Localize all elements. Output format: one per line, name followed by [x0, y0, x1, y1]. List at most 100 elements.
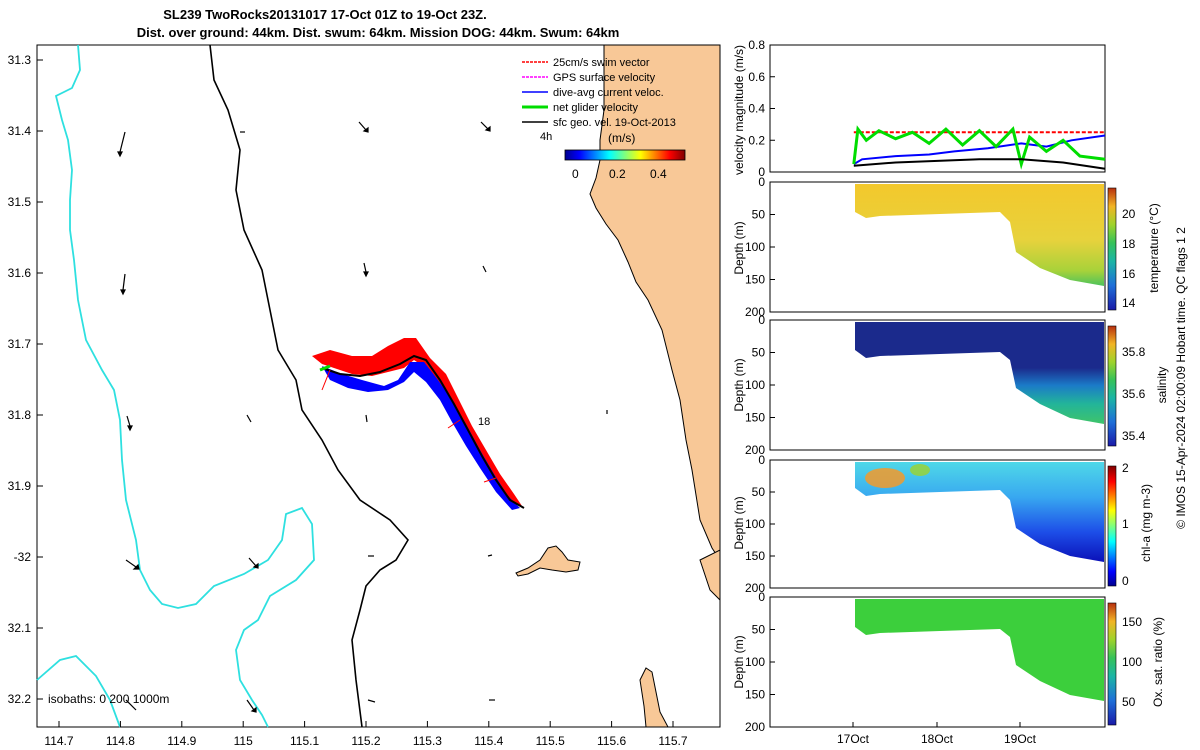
velocity-y-tick-label: 0.4 — [748, 102, 765, 116]
svg-text:35.8: 35.8 — [1122, 345, 1146, 359]
salinity-colorbar-label: salinity — [1155, 367, 1169, 404]
velocity-y-tick-label: 0.8 — [748, 38, 765, 52]
legend-item-current-velocity: dive-avg current veloc. — [522, 87, 664, 99]
depth-tick-label: 0 — [758, 590, 765, 604]
depth-tick-label: 100 — [745, 517, 765, 531]
velocity-y-tick-label: 0.2 — [748, 133, 765, 147]
velocity-y-axis: 0 0.2 0.4 0.6 0.8 — [748, 38, 775, 179]
coastline-land-south — [699, 549, 721, 602]
oxygen-panel: 150 100 50 Ox. sat. ratio (%) Depth (m) — [732, 596, 1165, 728]
date-tick: 17Oct — [837, 732, 870, 746]
depth-tick-label: 0 — [758, 313, 765, 327]
legend-item-gps-velocity: GPS surface velocity — [522, 72, 656, 84]
depth-axes: 0501001502000501001502000501001502000501… — [745, 175, 775, 734]
salinity-section — [855, 322, 1104, 424]
map-x-axis: 114.7 114.8 114.9 115 115.1 115.2 115.3 115.4 11… — [44, 721, 688, 748]
svg-text:35.4: 35.4 — [1122, 429, 1146, 443]
svg-text:150: 150 — [1122, 615, 1142, 629]
map-panel: 4h 18 isobaths: 0 200 1000m 25cm/s swim … — [8, 44, 721, 748]
credit-footer: © IMOS 15-Apr-2024 02:00:09 Hobart time.… — [1174, 227, 1188, 529]
map-x-tick-label: 115.4 — [474, 734, 503, 748]
speed-colorbar: (m/s) 0 0.2 0.4 — [564, 131, 686, 181]
svg-text:20: 20 — [1122, 207, 1136, 221]
legend-item-surface-geo-velocity: sfc geo. vel. 19-Oct-2013 — [522, 117, 676, 129]
map-x-tick-label: 115.3 — [413, 734, 442, 748]
time-label: 4h — [540, 131, 552, 143]
island-south — [639, 667, 669, 728]
depth-tick-label: 150 — [745, 688, 765, 702]
salinity-panel: 35.8 35.6 35.4 salinity Depth (m) — [732, 319, 1169, 451]
map-legend: 25cm/s swim vector GPS surface velocity … — [522, 57, 676, 129]
map-x-tick-label: 115.5 — [536, 734, 565, 748]
swim-vector-band — [312, 338, 522, 506]
depth-tick-label: 200 — [745, 443, 765, 457]
map-y-tick-label: 31.3 — [8, 53, 32, 67]
depth-tick-label: 150 — [745, 549, 765, 563]
colorbar-tick: 0.2 — [609, 167, 626, 181]
date-tick: 19Oct — [1004, 732, 1037, 746]
salinity-colorbar — [1107, 325, 1117, 447]
svg-text:1: 1 — [1122, 517, 1129, 531]
velocity-lines — [852, 125, 1106, 170]
isobath-1000m — [54, 44, 315, 728]
glider-track — [312, 338, 525, 510]
depth-tick-label: 50 — [752, 623, 766, 637]
date-tick: 18Oct — [921, 732, 954, 746]
svg-text:dive-avg current veloc.: dive-avg current veloc. — [553, 87, 664, 99]
colorbar-tick: 0.4 — [650, 167, 667, 181]
oxygen-colorbar-label: Ox. sat. ratio (%) — [1151, 617, 1165, 707]
velocity-ylabel: velocity magnitude (m/s) — [732, 45, 746, 175]
oxygen-section — [855, 599, 1104, 701]
isobath-1000m-south — [36, 655, 121, 728]
velocity-series — [852, 125, 1106, 170]
current-vector-band — [322, 362, 520, 510]
svg-text:sfc geo. vel. 19-Oct-2013: sfc geo. vel. 19-Oct-2013 — [553, 117, 676, 129]
track-label: 18 — [478, 416, 490, 428]
depth-label: Depth (m) — [732, 221, 746, 274]
depth-tick-label: 100 — [745, 378, 765, 392]
depth-tick-label: 150 — [745, 411, 765, 425]
chl-panel: 2 1 0 chl-a (mg m-3) Depth (m) — [732, 459, 1153, 589]
legend-item-net-glider-velocity: net glider velocity — [522, 102, 638, 114]
temperature-colorbar-label: temperature (°C) — [1147, 203, 1161, 293]
svg-text:50: 50 — [1122, 695, 1136, 709]
island — [515, 545, 581, 577]
map-x-tick-label: 114.9 — [167, 734, 196, 748]
svg-text:net glider velocity: net glider velocity — [553, 102, 638, 114]
chl-section — [855, 462, 1104, 562]
svg-text:35.6: 35.6 — [1122, 387, 1146, 401]
map-x-tick-label: 114.7 — [44, 734, 73, 748]
depth-tick-label: 0 — [758, 453, 765, 467]
velocity-panel: 0 0.2 0.4 0.6 0.8 velocity magnitude (m/s) — [732, 38, 1106, 179]
map-y-tick-label: 31.9 — [8, 479, 32, 493]
svg-text:0: 0 — [1122, 574, 1129, 588]
map-y-tick-label: 31.5 — [8, 195, 32, 209]
map-y-tick-label: 31.6 — [8, 266, 32, 280]
chl-colorbar — [1107, 465, 1117, 587]
depth-tick-label: 100 — [745, 240, 765, 254]
isobath-200m — [209, 44, 409, 728]
map-y-tick-label: 31.8 — [8, 408, 32, 422]
svg-text:2: 2 — [1122, 461, 1129, 475]
map-y-tick-label: 32.1 — [8, 621, 32, 635]
svg-text:100: 100 — [1122, 655, 1142, 669]
velocity-y-tick-label: 0.6 — [748, 70, 765, 84]
velocity-series — [853, 158, 1106, 170]
svg-text:14: 14 — [1122, 296, 1136, 310]
map-x-tick-label: 115.7 — [658, 734, 687, 748]
depth-label: Depth (m) — [732, 358, 746, 411]
map-y-tick-label: -32 — [14, 550, 32, 564]
glider-path — [321, 354, 525, 509]
depth-label: Depth (m) — [732, 496, 746, 549]
chl-colorbar-label: chl-a (mg m-3) — [1139, 484, 1153, 562]
figure-title-line1: SL239 TwoRocks20131017 17-Oct 01Z to 19-… — [163, 7, 486, 22]
depth-tick-label: 200 — [745, 581, 765, 595]
map-y-axis: 31.3 31.4 31.5 31.6 31.7 31.8 31.9 -32 32.1 32.2 — [8, 53, 43, 706]
depth-tick-label: 100 — [745, 655, 765, 669]
colorbar-tick: 0 — [572, 167, 579, 181]
svg-text:25cm/s swim vector: 25cm/s swim vector — [553, 57, 650, 69]
depth-tick-label: 200 — [745, 720, 765, 734]
map-x-tick-label: 115.1 — [290, 734, 319, 748]
depth-tick-label: 50 — [752, 346, 766, 360]
